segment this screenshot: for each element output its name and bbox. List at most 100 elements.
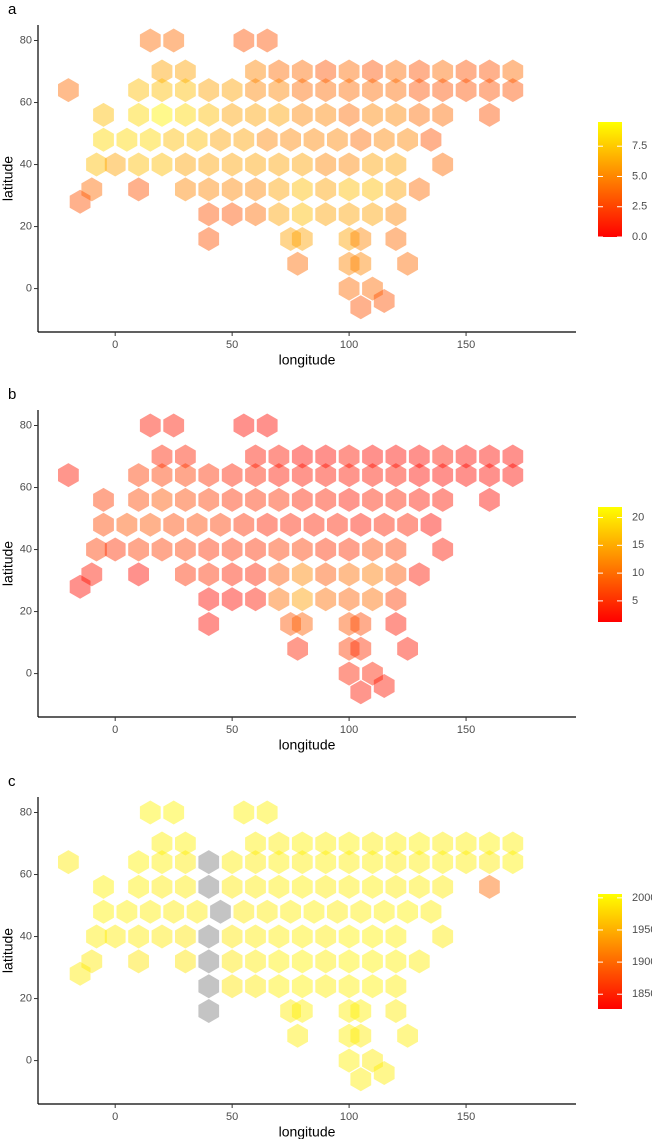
hex-cell xyxy=(221,152,243,177)
x-tick-label: 100 xyxy=(340,724,358,736)
hex-cell xyxy=(397,636,418,661)
hex-cell xyxy=(186,127,208,152)
y-tick-label: 20 xyxy=(20,992,32,1004)
hex-cell xyxy=(116,127,138,152)
hex-cell xyxy=(233,800,255,825)
hex-cell xyxy=(86,537,107,562)
hex-cell xyxy=(198,850,220,875)
colorbar-label: 1850 xyxy=(632,988,652,1000)
hex-cell xyxy=(362,487,383,512)
hex-cell xyxy=(291,924,313,949)
hex-cell xyxy=(338,463,360,488)
hex-cell xyxy=(479,850,500,875)
panel: b 0 50 100 150 0 20 40 60 80 longitude latitude 5 10 1… xyxy=(0,386,644,753)
hex-cell xyxy=(291,874,313,899)
hex-cell xyxy=(315,831,337,856)
hex-cell xyxy=(233,512,255,537)
hex-cell xyxy=(151,78,173,103)
y-tick-label: 20 xyxy=(20,220,32,232)
hex-cell xyxy=(315,202,337,227)
hex-cell xyxy=(291,949,313,974)
hex-cell xyxy=(280,899,301,924)
hex-cell xyxy=(128,874,149,899)
hex-cell xyxy=(315,850,337,875)
hex-cell xyxy=(245,102,266,127)
hex-cell xyxy=(268,102,290,127)
hex-cell xyxy=(338,974,360,999)
hex-cell xyxy=(362,202,383,227)
hex-cell xyxy=(139,413,161,438)
hex-cell xyxy=(268,202,290,227)
hex-cell xyxy=(373,289,395,313)
x-tick-label: 150 xyxy=(457,339,475,351)
hex-cell xyxy=(245,974,266,999)
hex-cell xyxy=(362,562,383,587)
hex-cell xyxy=(362,1048,383,1073)
hex-cell xyxy=(198,562,220,587)
hex-cell xyxy=(338,276,360,301)
hex-cell xyxy=(385,177,407,202)
hex-cell xyxy=(128,850,149,875)
hex-cell xyxy=(93,512,114,537)
hex-cell xyxy=(338,612,360,636)
hex-cell xyxy=(455,78,477,103)
hex-cell xyxy=(245,78,266,103)
hex-cell xyxy=(408,850,430,875)
hex-cell xyxy=(198,463,220,488)
hex-cell xyxy=(245,874,266,899)
x-tick-label: 0 xyxy=(112,339,118,351)
colorbar-label: 2000 xyxy=(632,892,652,904)
hex-cell xyxy=(338,562,360,587)
hex-cell xyxy=(186,512,208,537)
hex-cell xyxy=(151,59,173,84)
hex-cell xyxy=(373,899,395,924)
hex-cell xyxy=(245,850,266,875)
hex-cell xyxy=(175,152,196,177)
hex-cell xyxy=(350,612,372,636)
panel-title: a xyxy=(8,1,17,18)
hex-cell xyxy=(350,295,372,320)
hex-cell xyxy=(268,924,290,949)
hex-cell xyxy=(338,59,360,84)
hex-cell xyxy=(338,999,360,1023)
hex-cell xyxy=(58,463,79,488)
colorbar-label: 5.0 xyxy=(632,170,647,182)
hex-cell xyxy=(93,102,114,127)
x-tick-label: 100 xyxy=(340,339,358,351)
hex-cell xyxy=(362,949,383,974)
hex-cell xyxy=(479,102,500,127)
hex-cell xyxy=(104,924,126,949)
hex-cell xyxy=(93,127,114,152)
hex-cell xyxy=(291,59,313,84)
hex-cell xyxy=(350,899,372,924)
hex-cell xyxy=(245,444,266,469)
hex-cell xyxy=(432,831,454,856)
hex-cell xyxy=(408,78,430,103)
hex-cell xyxy=(58,78,79,103)
hex-cell xyxy=(432,152,454,177)
hex-cell xyxy=(408,949,430,974)
colorbar-label: 1900 xyxy=(632,956,652,968)
hex-cell xyxy=(151,874,173,899)
hex-cell xyxy=(385,59,407,84)
hex-cell xyxy=(338,924,360,949)
hex-cell xyxy=(338,537,360,562)
hex-cell xyxy=(385,537,407,562)
hex-cell xyxy=(128,949,149,974)
panel-title: b xyxy=(8,386,16,403)
y-tick-label: 60 xyxy=(20,481,32,493)
hex-cell xyxy=(362,850,383,875)
y-axis-title: latitude xyxy=(0,541,16,586)
hex-cell xyxy=(432,874,454,899)
hex-cell xyxy=(268,831,290,856)
hex-cell xyxy=(291,227,313,251)
hex-cell xyxy=(385,587,407,612)
y-tick-label: 20 xyxy=(20,605,32,617)
hex-cell xyxy=(350,1067,372,1092)
hex-cell xyxy=(128,177,149,202)
hex-cell xyxy=(198,874,220,899)
hex-cell xyxy=(350,127,372,152)
y-tick-label: 80 xyxy=(20,34,32,46)
hex-cell xyxy=(502,444,524,469)
